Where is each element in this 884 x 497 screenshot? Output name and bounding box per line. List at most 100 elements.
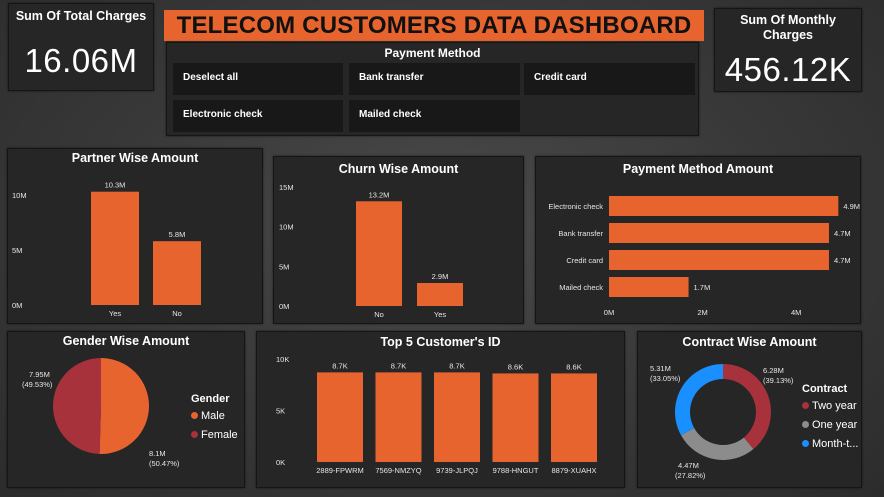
legend-swatch-female [191,431,198,438]
legend-swatch-one-year [802,421,809,428]
chart-title: Churn Wise Amount [338,162,459,176]
chart-title: Top 5 Customer's ID [380,335,501,349]
y-tick-label: Credit card [566,256,603,265]
data-label: (50.47%) [149,459,180,468]
data-label: 10.3M [105,181,126,190]
data-label: (39.13%) [763,376,794,385]
legend-label: Male [201,410,225,422]
y-tick-label: 10M [12,191,27,200]
donut-slice-month-t [675,364,723,436]
legend-label: Two year [812,400,857,412]
data-label: 8.1M [149,449,166,458]
bar-9739-jlpqj [434,372,480,462]
data-label: (49.53%) [22,380,53,389]
legend-swatch-male [191,412,198,419]
data-label: 7.95M [29,370,50,379]
y-tick-label: 0M [12,301,22,310]
partner-chart-card: Partner Wise Amount 0M 5M 10M 10.3M Yes 5.8M N… [7,148,263,324]
legend-label: Month-t... [812,438,859,450]
slicer-option-electronic-check[interactable]: Electronic check [173,100,343,132]
bar-yes [91,191,139,305]
legend-label: Female [201,429,238,441]
legend-item-male[interactable]: Male [191,410,225,422]
y-tick-label: 10M [279,223,294,232]
data-label: 2.9M [432,272,449,281]
payment-method-slicer: Payment Method Deselect all Bank transfe… [166,42,699,136]
top5-customers-bar-chart: 0K 5K 10K 8.7K 2889-FPWRM 8.7K 7569-NMZYQ 8.7K 9… [276,355,597,475]
data-label: (33.05%) [650,374,681,383]
x-tick-label: 9788-HNGUT [493,466,539,475]
kpi-card-total-charges: Sum Of Total Charges 16.06M [8,3,154,91]
x-tick-label: 9739-JLPQJ [436,466,478,475]
data-label: 8.7K [332,361,347,370]
legend-item-one-year[interactable]: One year [802,419,857,431]
y-tick-label: 10K [276,355,289,364]
bar-9788-hngut [492,373,539,462]
contract-donut-chart: 6.28M(39.13%) 5.31M(33.05%) 4.47M(27.82%) [650,364,794,480]
chart-title: Partner Wise Amount [71,151,199,165]
slicer-option-bank-transfer[interactable]: Bank transfer [349,63,520,95]
x-tick-label: 2889-FPWRM [316,466,364,475]
top5-customers-chart-card: Top 5 Customer's ID 0K 5K 10K 8.7K 2889-FPWR… [256,331,625,488]
x-tick-label: Yes [109,309,121,318]
chart-title: Contract Wise Amount [682,335,817,349]
data-label: 8.7K [391,361,406,370]
legend-item-month-to-month[interactable]: Month-t... [802,438,858,450]
legend-title: Contract [802,383,848,395]
data-label: 4.47M [678,461,699,470]
data-label: 5.8M [169,230,186,239]
data-label: 4.9M [843,202,860,211]
bar-8879-xuahx [551,373,597,462]
data-label: 8.7K [449,361,464,370]
data-label: (27.82%) [675,471,706,480]
pie-slice-male [99,358,149,454]
bar-electronic-check [609,196,839,216]
y-tick-label: 0K [276,458,285,467]
bar-no [356,201,402,306]
y-tick-label: 5M [12,246,22,255]
slicer-option-credit-card[interactable]: Credit card [524,63,695,95]
chart-title: Gender Wise Amount [62,334,190,348]
y-tick-label: Mailed check [559,283,603,292]
slicer-option-deselect-all[interactable]: Deselect all [173,63,343,95]
churn-chart-card: Churn Wise Amount 0M 5M 10M 15M 13.2M No 2.9M Y… [273,156,524,324]
x-tick-label: 0M [604,308,614,317]
y-tick-label: 5K [276,407,285,416]
bar-mailed-check [609,277,689,297]
x-tick-label: 8879-XUAHX [551,466,596,475]
payment-method-bar-chart: 4.9M Electronic check 4.7M Bank transfer 4.7… [548,196,860,317]
kpi-card-monthly-charges: Sum Of Monthly Charges 456.12K [714,8,862,92]
kpi-value: 16.06M [24,42,138,79]
gender-pie-chart: 8.1M(50.47%) 7.95M(49.53%) [22,358,180,468]
legend-swatch-two-year [802,402,809,409]
bar-credit-card [609,250,829,270]
data-label: 13.2M [369,190,390,199]
data-label: 4.7M [834,256,851,265]
legend-item-two-year[interactable]: Two year [802,400,857,412]
x-tick-label: 2M [697,308,707,317]
kpi-value: 456.12K [724,51,852,88]
data-label: 8.6K [566,362,581,371]
y-tick-label: Bank transfer [558,229,603,238]
bar-2889-fpwrm [317,372,363,462]
data-label: 8.6K [508,362,523,371]
x-tick-label: Yes [434,310,446,319]
contract-chart-card: Contract Wise Amount 6.28M (39.13%) 5.31M(… [637,331,862,488]
slicer-option-mailed-check[interactable]: Mailed check [349,100,520,132]
churn-bar-chart: 0M 5M 10M 15M 13.2M No 2.9M Yes [279,183,463,319]
dashboard-title: TELECOM CUSTOMERS DATA DASHBOARD [164,10,704,41]
gender-chart-card: Gender Wise Amount 8.1M (50.47%) 7.95M (49.… [7,331,245,488]
kpi-label: Sum Of Monthly Charges [740,13,836,42]
legend-swatch-month-to-month [802,440,809,447]
data-label: 1.7M [694,283,711,292]
bar-no [153,241,201,305]
bar-bank-transfer [609,223,829,243]
x-tick-label: 7569-NMZYQ [375,466,421,475]
legend-item-female[interactable]: Female [191,429,238,441]
legend-label: One year [812,419,858,431]
donut-slice-one-year [681,428,754,460]
legend-title: Gender [191,393,230,405]
data-label: 5.31M [650,364,671,373]
kpi-label: Sum Of Total Charges [15,9,147,23]
payment-method-chart-card: Payment Method Amount 4.9M Electronic che… [535,156,861,324]
